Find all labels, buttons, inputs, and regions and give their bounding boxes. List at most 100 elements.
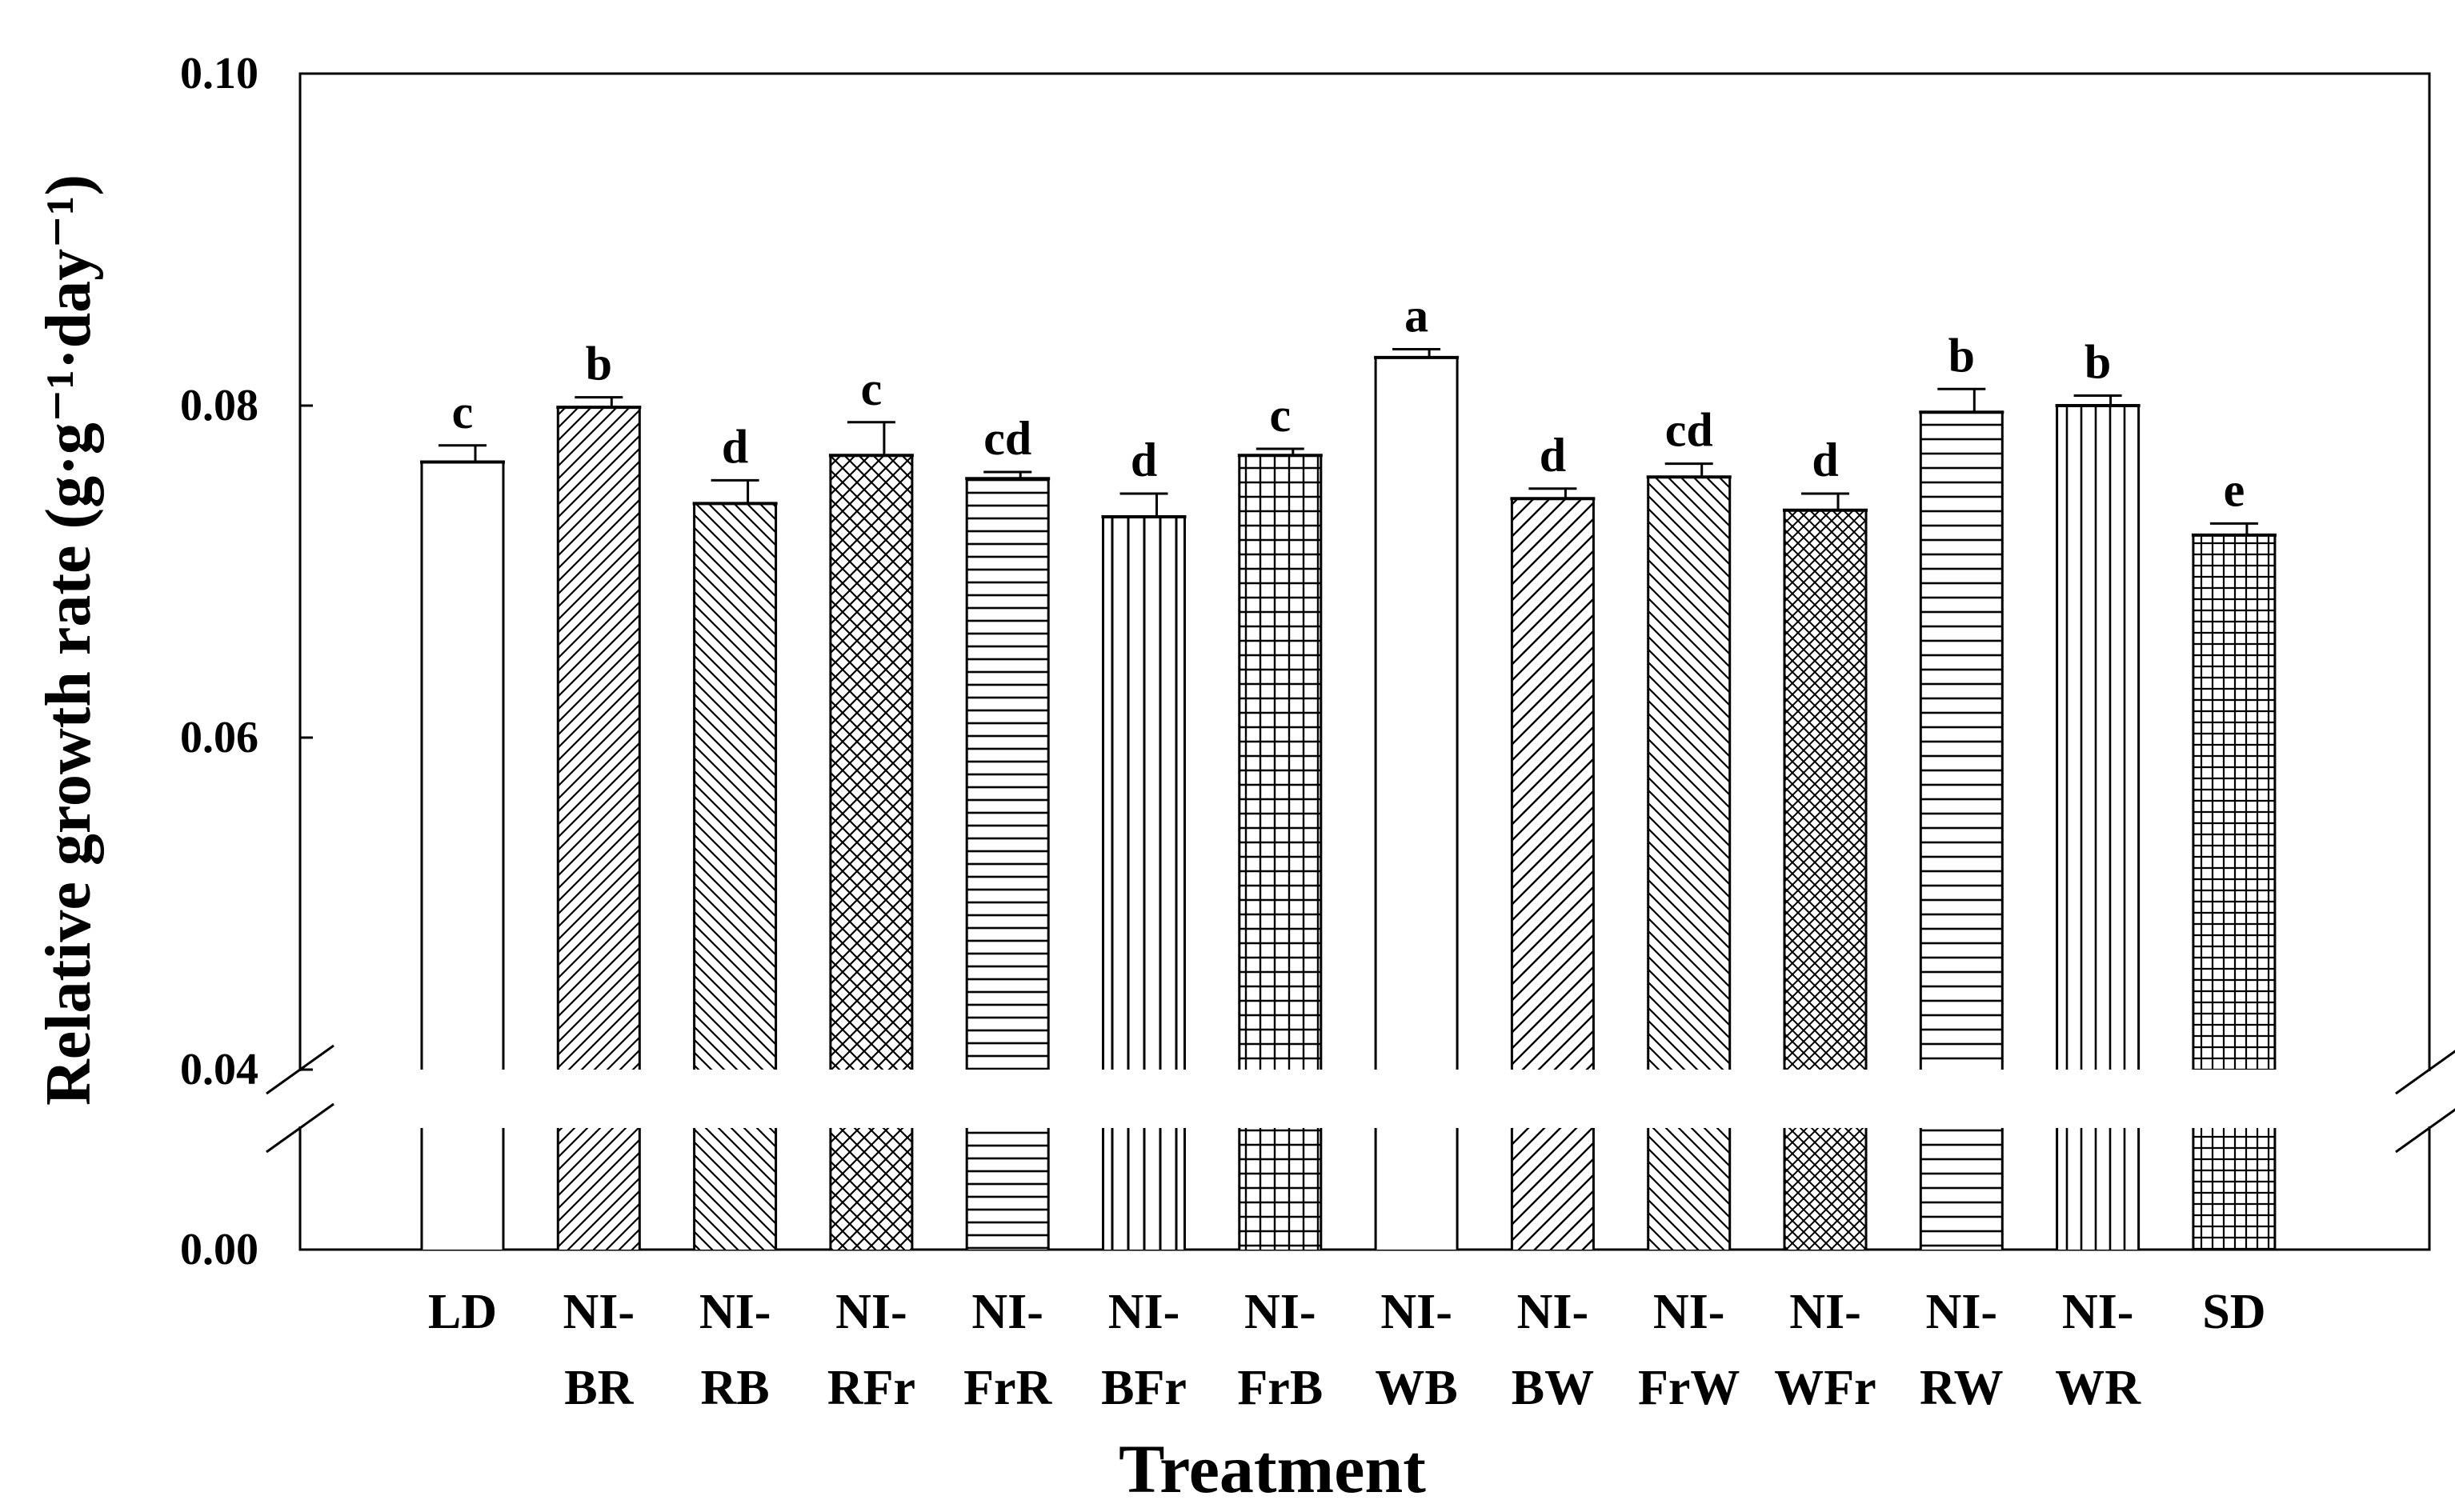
x-tick-label: NI- [2062, 1285, 2134, 1339]
x-tick-label: NI- [1244, 1285, 1316, 1339]
bar-outline [1510, 1128, 1595, 1250]
x-tick-label: NI- [1789, 1285, 1861, 1339]
bar-lower [422, 1128, 503, 1250]
bar-upper [2193, 534, 2275, 1070]
left-break-gap [295, 1071, 305, 1126]
bar-lower [1239, 1128, 1321, 1250]
x-tick-label: RW [1920, 1361, 2004, 1415]
right-break-gap [2425, 1071, 2434, 1126]
axis-break-mark [266, 1102, 334, 1154]
bar-lower [1920, 1128, 2003, 1250]
significance-letter: d [1131, 434, 1157, 486]
bar-outline [965, 1128, 1050, 1250]
bar-outline [829, 1128, 914, 1250]
bar-lower [1784, 1128, 1866, 1250]
bar-group: b [556, 338, 642, 1250]
significance-letter: c [861, 362, 883, 415]
x-tick-label: WR [2055, 1361, 2141, 1415]
y-tick-label: 0.06 [180, 713, 258, 762]
bar-upper [1239, 455, 1321, 1070]
y-tick-label: 0.08 [180, 381, 258, 430]
plot-frame [266, 72, 2455, 1251]
bar-group: cd [1646, 404, 1732, 1250]
bar-upper [1648, 477, 1730, 1070]
x-tick-label: NI- [971, 1285, 1043, 1339]
x-tick-label: LD [428, 1285, 497, 1339]
bar-upper [1784, 510, 1866, 1070]
bar-outline [1102, 1128, 1186, 1250]
bar-lower [1376, 1128, 1458, 1250]
plot-border [298, 72, 2431, 1251]
bar-outline [693, 1128, 778, 1250]
bar-lower [1512, 1128, 1594, 1250]
significance-letter: c [452, 386, 474, 438]
bar-group: c [828, 362, 914, 1250]
x-tick-label: NI- [1653, 1285, 1725, 1339]
bar-lower [2193, 1128, 2275, 1250]
x-tick-label: SD [2202, 1285, 2265, 1339]
bar-group: c [1237, 389, 1323, 1250]
bar-lower [1648, 1128, 1730, 1250]
x-tick-label: NI- [699, 1285, 771, 1339]
bar-upper [1103, 517, 1185, 1070]
bars: c b d c cd d c a d cd d b b e [420, 289, 2277, 1250]
significance-letter: b [1948, 329, 1975, 382]
x-axis-title: Treatment [1119, 1430, 1426, 1507]
bar-lower [830, 1128, 912, 1250]
x-tick-label: NI- [1108, 1285, 1180, 1339]
y-tick-label: 0.10 [180, 49, 258, 98]
y-tick-label: 0.00 [180, 1225, 258, 1274]
bar-upper [422, 462, 503, 1070]
x-tick-label: NI- [1380, 1285, 1452, 1339]
x-tick-label: NI- [563, 1285, 635, 1339]
bar-group: c [420, 386, 505, 1250]
x-tick-label: BW [1512, 1361, 1594, 1415]
x-tick-label: FrR [963, 1361, 1052, 1415]
significance-letter: b [2085, 336, 2111, 389]
bar-outline [420, 1128, 505, 1250]
bar-outline [2056, 1128, 2141, 1250]
x-tick-label: BR [564, 1361, 634, 1415]
significance-letter: d [722, 420, 748, 473]
significance-letter: b [586, 338, 612, 390]
bar-group: cd [965, 412, 1051, 1250]
bar-outline [1374, 1128, 1459, 1250]
axis-break-mark [2395, 1108, 2455, 1154]
x-tick-label: FrW [1638, 1361, 1740, 1415]
x-tick-label: WFr [1774, 1361, 1876, 1415]
x-axis: LD NI- BR NI- RB NI- RFr NI- FrR NI- BFr NI- FrB NI- W… [428, 1285, 2266, 1415]
significance-letter: cd [1665, 404, 1713, 457]
x-tick-label: NI- [1517, 1285, 1589, 1339]
x-tick-label: WB [1375, 1361, 1457, 1415]
bar-outline [1783, 1128, 1868, 1250]
significance-letter: c [1269, 389, 1291, 442]
bar-outline [556, 1128, 641, 1250]
x-tick-label: NI- [835, 1285, 907, 1339]
bar-group: d [1101, 434, 1187, 1250]
bar-outline [2192, 1128, 2277, 1250]
bar-outline [1647, 1128, 1732, 1250]
bar-group: b [2055, 336, 2141, 1250]
y-axis-title: Relative growth rate (g·g⁻¹·day⁻¹) [34, 174, 104, 1106]
bar-upper [1920, 412, 2003, 1070]
bar-group: e [2191, 463, 2277, 1250]
bar-lower [694, 1128, 776, 1250]
bar-outline [1919, 1128, 2004, 1250]
bar-upper [1512, 498, 1594, 1070]
bar-lower [2057, 1128, 2139, 1250]
y-tick-label: 0.04 [180, 1045, 258, 1094]
significance-letter: a [1404, 289, 1428, 342]
bar-upper [1376, 357, 1458, 1070]
significance-letter: e [2224, 463, 2245, 516]
bar-group: d [1510, 429, 1596, 1250]
bar-upper [2057, 406, 2139, 1070]
significance-letter: cd [983, 412, 1031, 465]
x-tick-label: BFr [1101, 1361, 1187, 1415]
bar-group: d [1783, 434, 1868, 1250]
bar-outline [1238, 1128, 1323, 1250]
x-tick-label: RFr [827, 1361, 915, 1415]
x-tick-label: NI- [1926, 1285, 1998, 1339]
bar-group: b [1919, 329, 2004, 1250]
x-tick-label: FrB [1237, 1361, 1323, 1415]
